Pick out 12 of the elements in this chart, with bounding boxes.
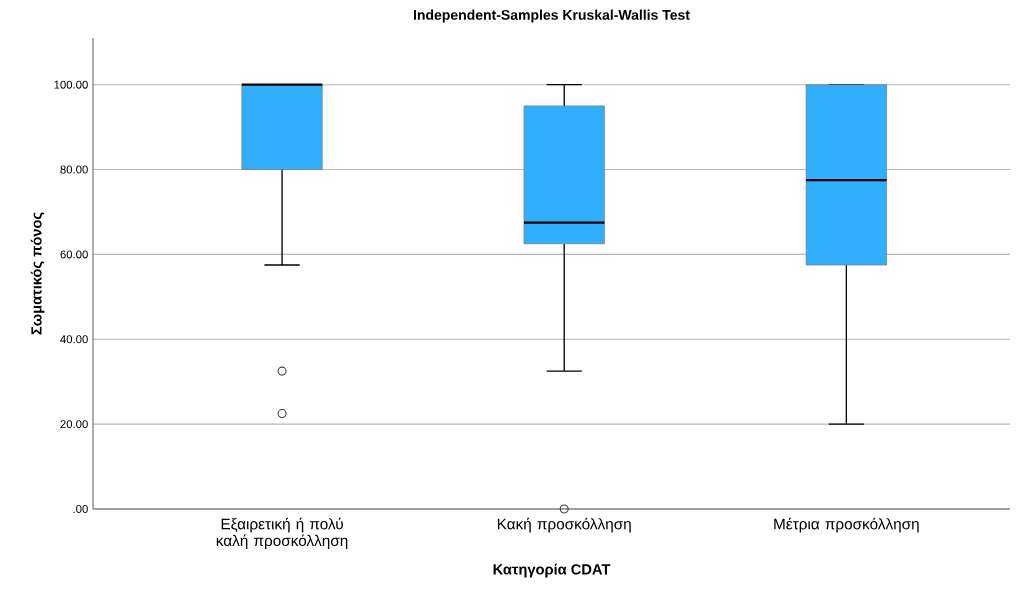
chart-title: Independent-Samples Kruskal-Wallis Test [413,9,690,23]
y-tick-label: 20.00 [60,420,88,429]
y-axis-title: Σωματικός πόνος [30,212,45,335]
x-tick-label: Μέτρια προσκόλληση [774,517,919,533]
x-axis-title: Κατηγορία CDAT [493,563,611,578]
y-tick-label: 40.00 [60,335,88,344]
x-tick-label: Κακή προσκόλληση [497,517,631,533]
y-tick-label: 60.00 [60,250,88,259]
y-tick-label: 100.00 [54,80,88,89]
y-tick-label: 80.00 [60,165,88,174]
y-tick-label: .00 [73,505,88,514]
x-tick-label: Εξαιρετική ή πολύ καλή προσκόλληση [216,517,348,550]
